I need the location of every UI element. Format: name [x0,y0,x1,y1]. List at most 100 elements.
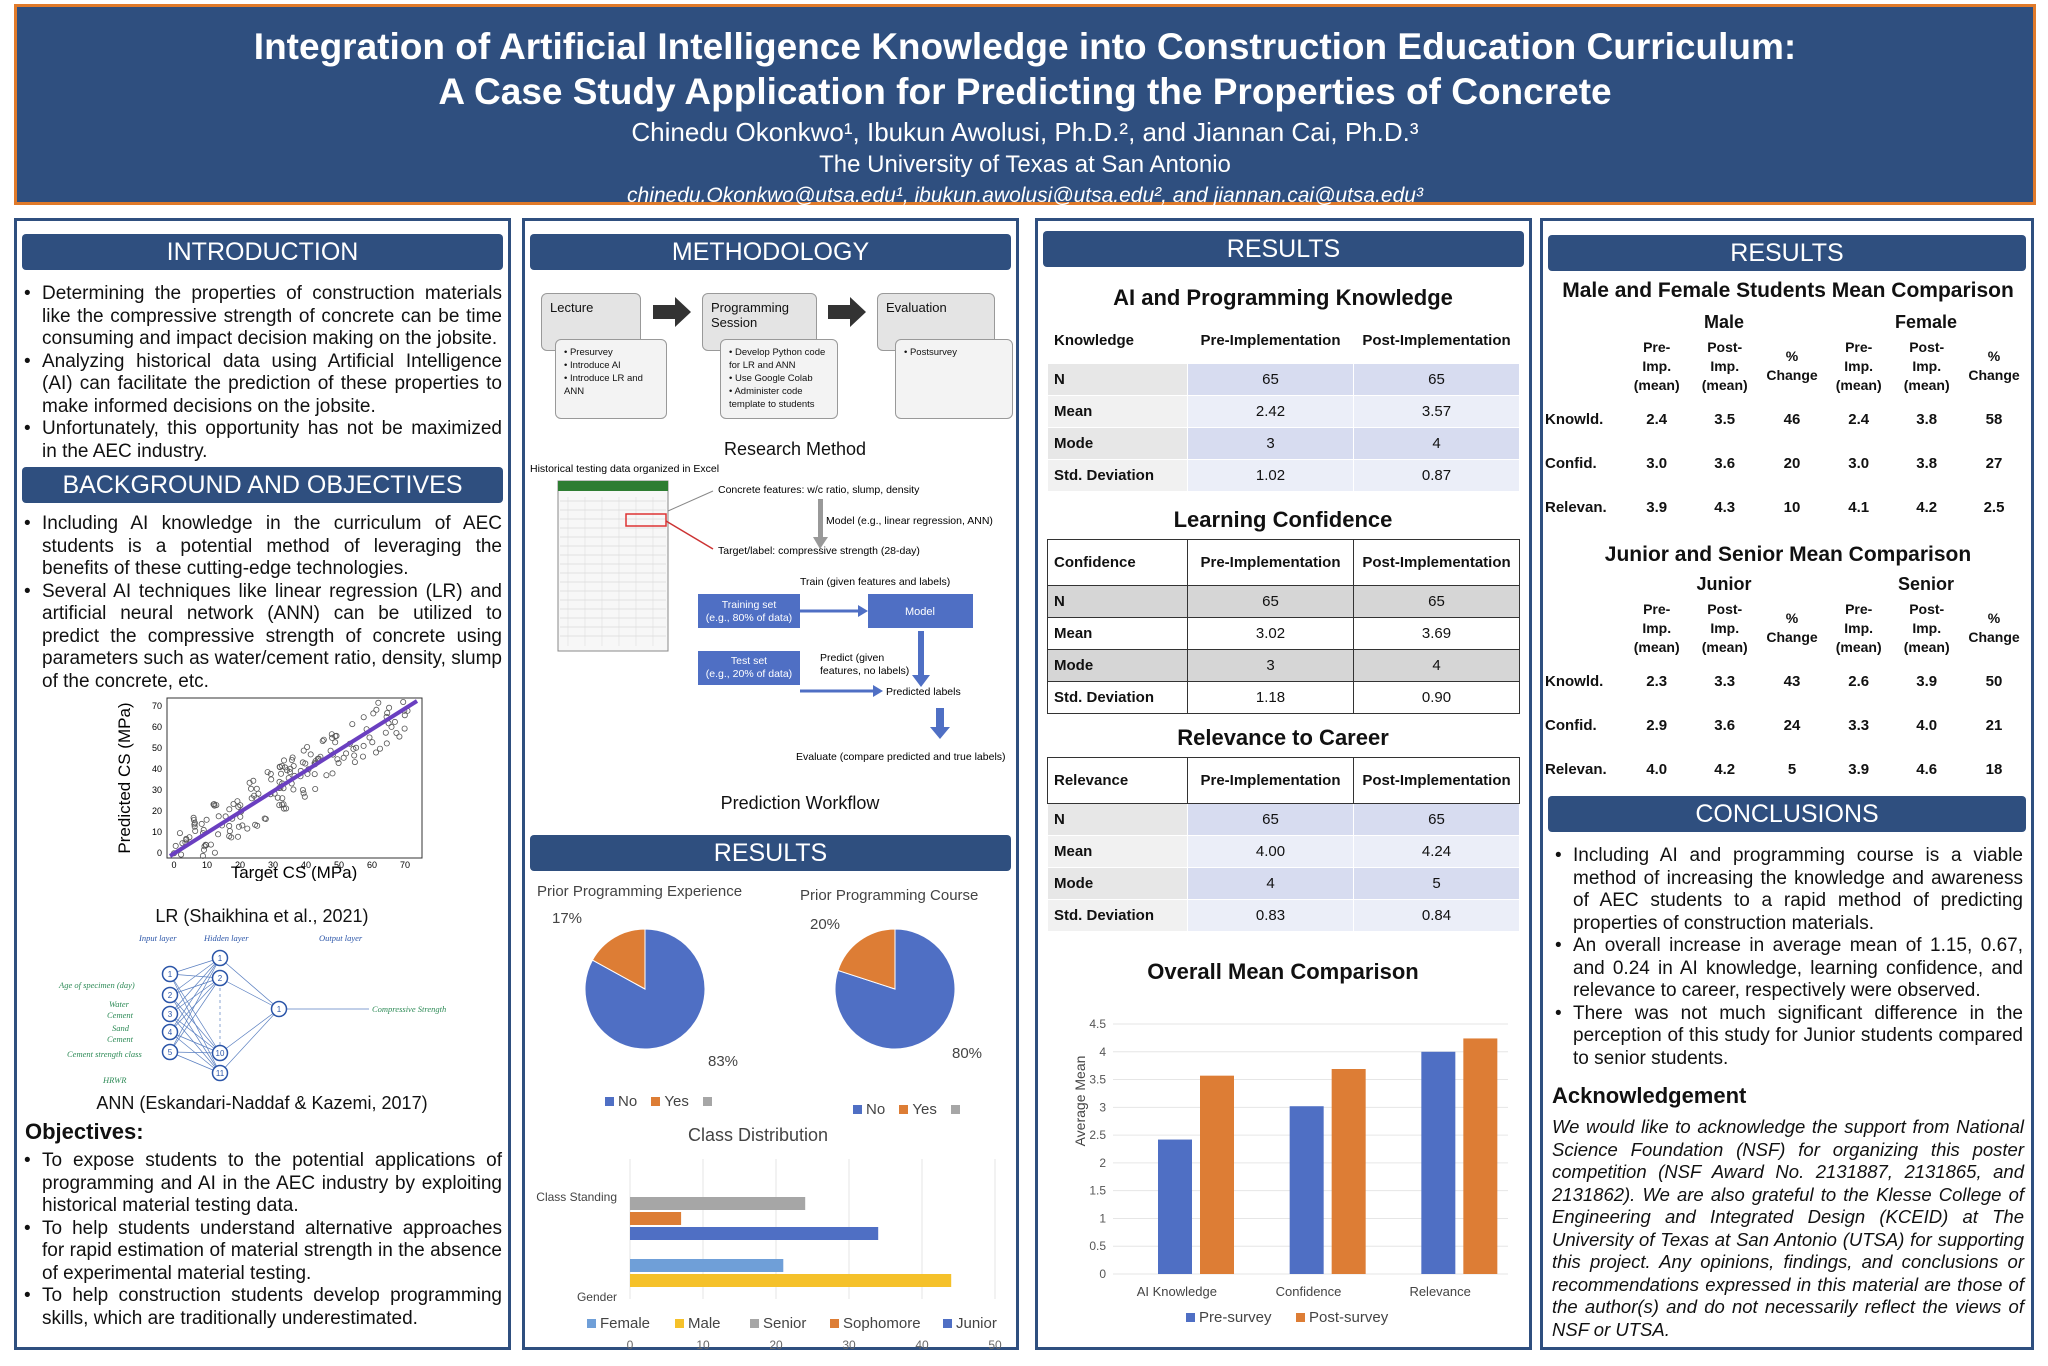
table-cell: 3.0 [1848,454,1870,472]
scatter-point [198,820,205,827]
male-female-table: Male Female Pre-Imp. (mean) Post-Imp. (mean… [1545,309,2027,529]
table-cell: 4 [1187,867,1354,900]
table-cell: 3.9 [1848,760,1870,778]
table-header-row: Confidence Pre-Implementation Post-Impleme… [1047,539,1520,586]
ann-input-5: Cement strength class [67,1049,142,1059]
category-label: Confidence [1276,1284,1342,1299]
scatter-point [176,830,183,837]
table-cell: 3.0 [1646,454,1668,472]
scatter-point [246,779,253,786]
table-cell: 43 [1783,672,1801,690]
scatter-point [335,760,342,767]
scatter-point [376,745,383,752]
background-text: Including AI knowledge in the curriculum… [22,513,502,693]
scatter-point [215,813,222,820]
table-cell: 24 [1783,716,1801,734]
table-cell: N [1047,803,1188,836]
arrow-right-icon [828,297,866,327]
ann-node-label: 11 [216,1069,225,1078]
category-label: Class Standing [536,1190,617,1204]
lr-caption: LR (Shaikhina et al., 2021) [155,906,369,926]
table-cell: 5 [1353,867,1520,900]
table-cell: Mode [1047,867,1188,900]
table-cell: 4.0 [1646,760,1668,778]
scatter-point [311,771,318,778]
ann-connection [219,977,280,1010]
ann-node-label: 2 [218,974,223,983]
pie-data-label: 83% [708,1053,738,1070]
table-cell: 65 [1353,585,1520,618]
legend-swatch [675,1319,684,1328]
x-tick-label: 10 [696,1338,710,1351]
ann-input-layer-label: Input layer [138,933,177,943]
table-cell: 65 [1187,803,1354,836]
ann-node-label: 1 [168,970,173,979]
table-row: Knowld. 2.4 3.5 46 2.4 3.8 58 [1545,397,2027,441]
table-header-cell [1545,571,1623,597]
results-heading-col3: RESULTS [1043,231,1524,267]
table-cell: 4.3 [1714,498,1736,516]
x-tick-label: 0 [627,1338,634,1351]
scatter-point [250,777,257,784]
table-header-row: Pre-Imp. (mean) Post-Imp. (mean) % Change P… [1545,597,2027,659]
list-item: Including AI knowledge in the curriculum… [22,513,502,581]
table-header-row: Male Female [1545,309,2027,335]
scatter-point [393,730,400,737]
table-row: N 65 65 [1047,363,1520,396]
pie-data-label: 80% [952,1045,982,1062]
table-header-cell: Female [1894,311,1958,332]
objectives-text: To expose students to the potential appl… [22,1150,502,1330]
ann-input-3: Sand [112,1023,130,1033]
ann-node [270,1000,288,1018]
table-cell: 65 [1187,363,1354,396]
table-cell: Mean [1047,395,1188,428]
pie-chart-experience: 83% 17% [552,910,738,1070]
pie-slice [834,928,956,1050]
ann-input-0: Age of specimen (day) [58,980,135,990]
scatter-point [386,704,393,711]
scatter-point [215,831,222,838]
ann-connection [169,1051,221,1074]
scatter-point [329,770,336,777]
ann-node [161,1023,179,1041]
scatter-point [332,739,339,746]
research-method-caption: Research Method [723,439,867,459]
column-3: RESULTS AI and Programming Knowledge Kno… [1035,218,1532,1350]
table-row: Confid. 3.0 3.6 20 3.0 3.8 27 [1545,441,2027,485]
scatter-point [320,736,327,743]
table-row: Mean 4.00 4.24 [1047,835,1520,868]
objectives-heading: Objectives: [25,1119,144,1144]
scatter-ytick: 50 [152,743,162,753]
y-tick-label: 3 [1099,1100,1106,1114]
table-cell: Relevan. [1545,760,1607,778]
scatter-point [340,754,347,761]
table-cell: 3.9 [1646,498,1668,516]
table-cell: 4.0 [1916,716,1938,734]
ann-connection [219,1008,280,1074]
scatter-point [279,795,286,802]
list-item: • Develop Python code for LR and ANN [729,347,826,371]
table-header-cell: Pre-Implementation [1187,757,1354,804]
table-cell: 21 [1985,716,2003,734]
scatter-point [237,802,244,809]
table-cell: 3 [1187,649,1354,682]
scatter-point [383,740,390,747]
list-item: • Use Google Colab [729,373,813,384]
ann-connection [219,1008,280,1054]
table-header-cell: Male [1703,311,1744,332]
wf-train-label: Train (given features and labels) [800,576,950,588]
ann-caption: ANN (Eskandari-Naddaf & Kazemi, 2017) [96,1093,428,1113]
overall-mean-chart: Average Mean 0 0.5 1 1.5 2 2.5 3 3.5 4 4.5 AI Know… [1072,1017,1508,1326]
legend-swatch [651,1097,661,1106]
scatter-xtick: 50 [334,860,344,870]
table-cell: 3.5 [1714,410,1736,428]
ann-node-label: 1 [218,954,223,963]
table-cell: 3.6 [1714,716,1736,734]
step-programming-items: • Develop Python code for LR and ANN • U… [720,339,838,419]
table1-title: AI and Programming Knowledge [1113,285,1453,310]
wf-test-set: Test set (e.g., 20% of data) [706,655,792,680]
table-header-cell: Post-Imp. (mean) [1701,338,1748,393]
table-row: Knowld. 2.3 3.3 43 2.6 3.9 50 [1545,659,2027,703]
table-header-row: Pre-Imp. (mean) Post-Imp. (mean) % Change P… [1545,335,2027,397]
table-header-cell: Knowledge [1047,317,1188,364]
